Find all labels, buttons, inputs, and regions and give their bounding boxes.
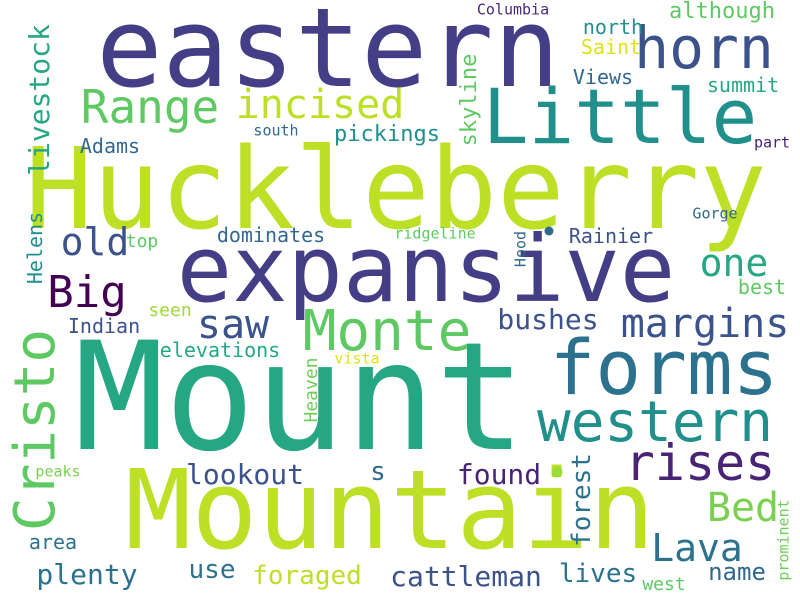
word-views: Views (572, 65, 634, 89)
word-saw: saw (196, 302, 270, 348)
word-bed: Bed (706, 485, 780, 531)
word-one: one (699, 241, 769, 285)
word-cattleman: cattleman (390, 560, 542, 593)
word-peaks: peaks (35, 462, 81, 481)
word-part: part (753, 133, 791, 152)
word-pickings: pickings (334, 122, 440, 147)
word-foraged: foraged (252, 561, 362, 591)
word-lookout: lookout (185, 458, 305, 491)
word-vista: vista (334, 349, 380, 368)
word-lava: Lava (651, 526, 743, 570)
word-columbia: Columbia (476, 0, 550, 19)
word-west: west (642, 574, 686, 595)
word-cristo: Cristo (3, 328, 68, 532)
word-horn: horn (634, 14, 774, 82)
word-incised: incised (235, 82, 405, 128)
word-mountain: Mountain (125, 446, 655, 574)
dot-mark (544, 226, 554, 236)
word-expansive: expansive (176, 216, 676, 323)
word-plenty: plenty (36, 558, 138, 591)
word-monte: Monte (302, 299, 472, 364)
word-rises: rises (624, 434, 776, 492)
word-found: found (456, 458, 542, 491)
word-big: Big (47, 267, 127, 318)
word-bushes: bushes (497, 303, 599, 336)
word-mount: Mount (74, 311, 526, 485)
word-range: Range (80, 80, 220, 134)
word-s: s (370, 457, 386, 487)
word-lives: lives (558, 559, 638, 589)
word-north: north (582, 15, 644, 39)
word-heaven: Heaven (301, 357, 322, 423)
word-indian: Indian (67, 314, 141, 338)
word-little: Little (482, 72, 758, 161)
word-huckleberry: Huckleberry (25, 125, 767, 255)
word-rainier: Rainier (568, 224, 654, 248)
word-dominates: dominates (216, 223, 326, 247)
word-hood: Hood (511, 230, 530, 268)
word-forest: forest (567, 453, 597, 547)
word-area: area (28, 530, 78, 554)
word-seen: seen (148, 300, 192, 321)
word-forms: forms (549, 323, 779, 412)
word-south: south (253, 121, 299, 140)
dot-mark (551, 466, 563, 478)
word-skyline: skyline (457, 53, 482, 147)
word-old: old (60, 220, 130, 264)
word-livestock: livestock (23, 24, 56, 176)
word-eastern: eastern (96, 0, 560, 112)
word-margins: margins (620, 301, 790, 347)
word-summit: summit (706, 73, 780, 97)
word-although: although (669, 0, 775, 24)
word-name: name (708, 558, 766, 586)
word-adams: Adams (79, 134, 141, 158)
word-prominent: prominent (774, 499, 793, 581)
word-saint: Saint (580, 35, 642, 59)
word-best: best (737, 275, 787, 299)
word-western: western (536, 390, 774, 455)
word-elevations: elevations (159, 338, 281, 362)
word-use: use (188, 555, 236, 585)
word-top: top (125, 231, 159, 252)
word-helens: Helens (23, 211, 47, 285)
word-gorge: Gorge (692, 204, 738, 223)
word-ridgeline: ridgeline (394, 224, 476, 243)
